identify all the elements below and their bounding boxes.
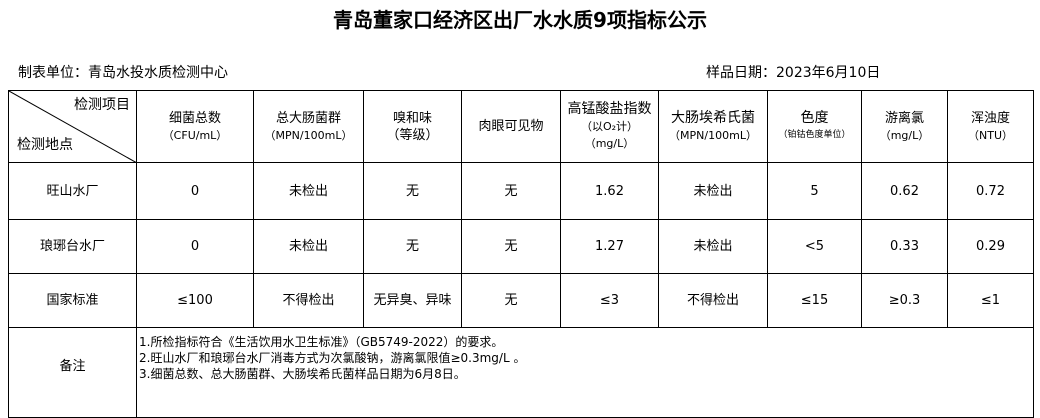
table-row: 琅琊台水厂 0 未检出无无 1.27 未检出 <5 0.33 0.29	[8, 219, 1034, 274]
issuing-unit: 制表单位：青岛水投水质检测中心	[18, 65, 228, 81]
remarks-notes: 1.所检指标符合《生活饮用水卫生标准》（GB5749-2022）的要求。 2.旺山…	[136, 327, 1034, 418]
cell-text: 高锰酸盐指数	[567, 101, 652, 117]
cell-text: 无	[363, 162, 462, 220]
cell-text: 未检出	[658, 219, 768, 274]
cell-text: 无	[461, 273, 561, 328]
sample-date: 样品日期：2023年6月10日	[706, 65, 881, 81]
cell-text: ≥0.3	[861, 273, 948, 328]
cell-text: 浑浊度	[970, 110, 1010, 126]
corner-item-label: 检测项目	[74, 97, 130, 113]
cell-text: 无	[363, 219, 462, 274]
cell-text: （mg/L）	[584, 137, 635, 150]
header-visible: 肉眼可见物	[461, 90, 561, 163]
header-color: 色度 （铂钴色度单位）	[767, 90, 862, 163]
cell-text: 未检出	[253, 219, 364, 274]
cell-text: 1.27	[560, 219, 659, 274]
cell-text: 总大肠菌群	[275, 110, 341, 126]
cell-text: 3.细菌总数、总大肠菌群、大肠埃希氏菌样品日期为6月8日。	[139, 367, 466, 381]
header-ecoli: 大肠埃希氏菌 （MPN/100mL）	[658, 90, 768, 163]
cell-text: 细菌总数	[168, 110, 221, 126]
cell-text: ≤1	[947, 273, 1034, 328]
table-row: 国家标准 ≤100 不得检出 无异臭、异味无 ≤3 不得检出 ≤15 ≥0.3 ≤1	[8, 273, 1034, 328]
cell-text: 1.所检指标符合《生活饮用水卫生标准》（GB5749-2022）的要求。	[139, 335, 504, 349]
header-permanganate: 高锰酸盐指数 （以O₂计） （mg/L）	[560, 90, 659, 163]
header-row: 检测项目 检测地点 细菌总数 （CFU/mL） 总大肠菌群 （MPN/100mL） …	[8, 90, 1034, 163]
page-title: 青岛董家口经济区出厂水水质9项指标公示	[333, 8, 707, 32]
cell-text: 无	[461, 219, 561, 274]
cell-text: 0.33	[861, 219, 948, 274]
cell-text: 2.旺山水厂和琅琊台水厂消毒方式为次氯酸钠，游离氯限值≥0.3mg/L 。	[139, 351, 526, 365]
header-bacteria: 细菌总数 （CFU/mL）	[136, 90, 254, 163]
cell-text: ≤3	[560, 273, 659, 328]
cell-text: （MPN/100mL）	[669, 128, 757, 142]
cell-text: 色度	[800, 109, 829, 126]
cell-text: <5	[767, 219, 862, 274]
cell-text: 0	[136, 162, 254, 220]
remarks-label: 备注	[8, 327, 137, 418]
cell-text: （MPN/100mL）	[264, 128, 353, 142]
cell-text: 5	[767, 162, 862, 220]
remarks-row: 备注 1.所检指标符合《生活饮用水卫生标准》（GB5749-2022）的要求。 2…	[8, 327, 1034, 418]
corner-site-label: 检测地点	[17, 137, 73, 153]
cell-text: 无异臭、异味	[363, 273, 462, 328]
cell-text: 不得检出	[253, 273, 364, 328]
water-quality-table: 检测项目 检测地点 细菌总数 （CFU/mL） 总大肠菌群 （MPN/100mL） …	[8, 90, 1034, 418]
header-chlorine: 游离氯 （mg/L）	[861, 90, 948, 163]
cell-text: 嗅和味	[392, 110, 432, 126]
header-coliform: 总大肠菌群 （MPN/100mL）	[253, 90, 364, 163]
cell-text: 0.29	[947, 219, 1034, 274]
diagonal-line	[9, 91, 137, 163]
header-turbidity: 浑浊度 （NTU）	[947, 90, 1034, 163]
cell-text: 大肠埃希氏菌	[671, 109, 755, 126]
cell-text: 无	[461, 162, 561, 220]
cell-text: （铂钴色度单位）	[778, 129, 851, 140]
site-name: 旺山水厂	[8, 162, 137, 220]
cell-text: 0.72	[947, 162, 1034, 220]
cell-text: 0	[136, 219, 254, 274]
cell-text: （等级）	[386, 127, 439, 143]
cell-text: ≤100	[136, 273, 254, 328]
site-name: 国家标准	[8, 273, 137, 328]
cell-text: 1.62	[560, 162, 659, 220]
cell-text: （以O₂计）	[580, 120, 639, 133]
corner-cell: 检测项目 检测地点	[8, 90, 137, 163]
cell-text: （NTU）	[968, 128, 1013, 142]
cell-text: 肉眼可见物	[478, 119, 544, 134]
cell-text: 不得检出	[658, 273, 768, 328]
cell-text: 游离氯	[884, 110, 924, 126]
cell-text: （mg/L）	[879, 128, 930, 142]
table-row: 旺山水厂 0 未检出无无 1.62 未检出 5 0.62 0.72	[8, 162, 1034, 220]
cell-text: （CFU/mL）	[162, 128, 228, 142]
cell-text: ≤15	[767, 273, 862, 328]
cell-text: 未检出	[253, 162, 364, 220]
site-name: 琅琊台水厂	[8, 219, 137, 274]
cell-text: 未检出	[658, 162, 768, 220]
header-odor: 嗅和味 （等级）	[363, 90, 462, 163]
cell-text: 0.62	[861, 162, 948, 220]
